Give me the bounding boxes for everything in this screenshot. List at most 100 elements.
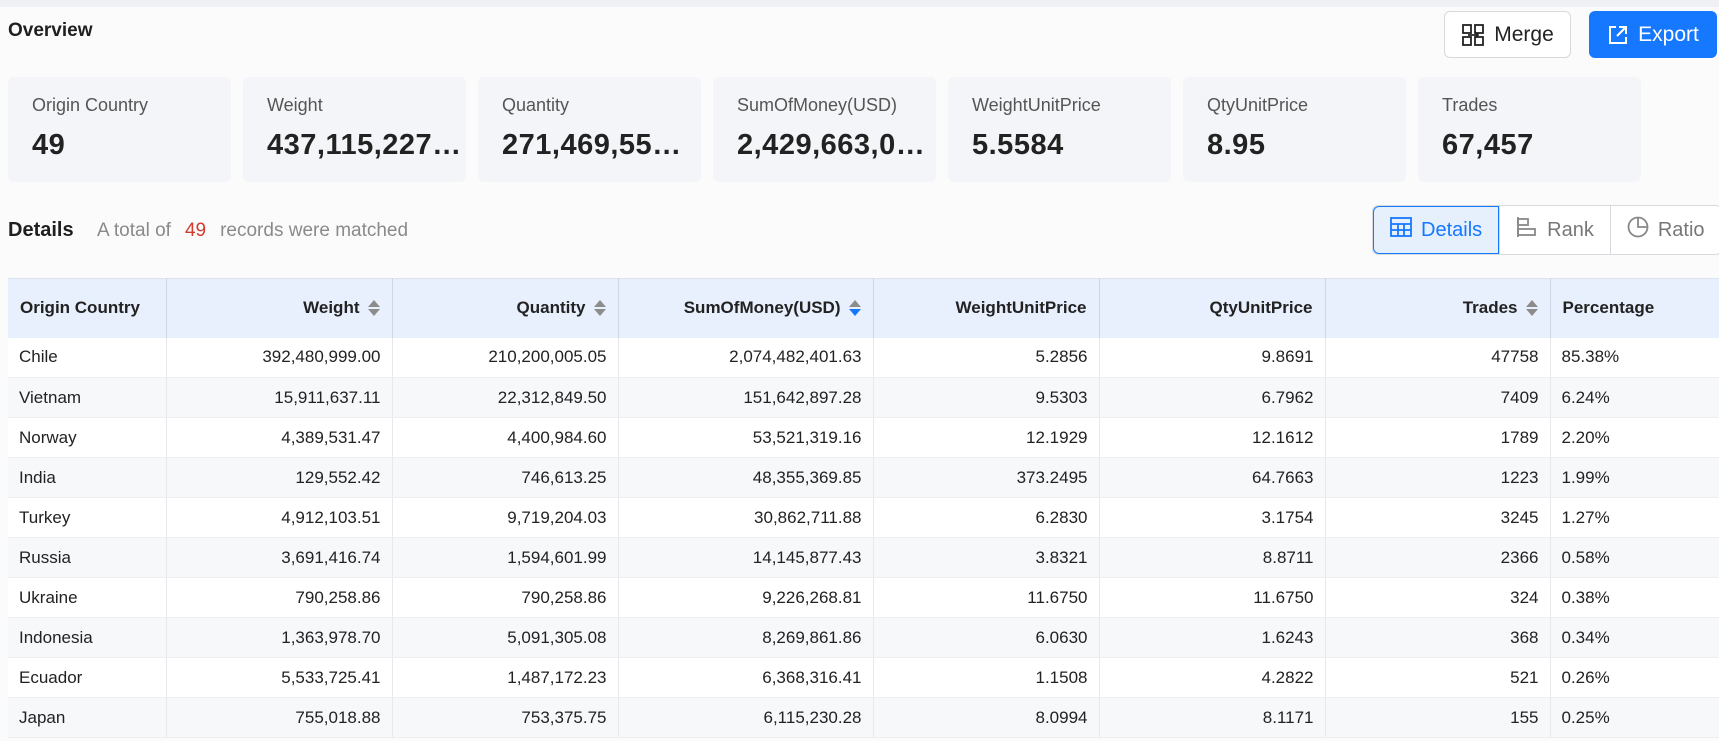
- tab-details[interactable]: Details: [1373, 206, 1500, 254]
- cell-trades: 368: [1325, 617, 1551, 658]
- card-value: 2,429,663,0…: [737, 129, 926, 161]
- table-row[interactable]: Indonesia 1,363,978.70 5,091,305.08 8,269,8…: [8, 617, 1719, 658]
- cell-quantity: 22,312,849.50: [392, 377, 619, 418]
- col-weight[interactable]: Weight: [166, 278, 393, 338]
- summary-prefix: A total of: [97, 220, 171, 241]
- cell-qty-unit-price: 12.1612: [1099, 417, 1326, 458]
- cell-qty-unit-price: 3.1754: [1099, 497, 1326, 538]
- sort-desc-icon[interactable]: [848, 300, 861, 317]
- cell-sum-of-money: 6,368,316.41: [618, 657, 874, 698]
- cell-weight: 15,911,637.11: [166, 377, 393, 418]
- table-row[interactable]: Japan 755,018.88 753,375.75 6,115,230.28 8.0…: [8, 697, 1719, 738]
- card-label: WeightUnitPrice: [972, 95, 1101, 115]
- table-row[interactable]: Norway 4,389,531.47 4,400,984.60 53,521,319…: [8, 417, 1719, 458]
- tab-ratio[interactable]: Ratio: [1609, 206, 1719, 254]
- cell-origin-country: India: [8, 457, 167, 498]
- table-header-row: Origin Country Weight Quantity SumOfMone…: [8, 278, 1719, 338]
- cell-qty-unit-price: 11.6750: [1099, 577, 1326, 618]
- cell-qty-unit-price: 4.2822: [1099, 657, 1326, 698]
- table-row[interactable]: Vietnam 15,911,637.11 22,312,849.50 151,642…: [8, 377, 1719, 418]
- table-row[interactable]: Turkey 4,912,103.51 9,719,204.03 30,862,711…: [8, 497, 1719, 538]
- cell-origin-country: Ecuador: [8, 657, 167, 698]
- cell-sum-of-money: 53,521,319.16: [618, 417, 874, 458]
- card-label: Origin Country: [32, 95, 149, 115]
- cell-weight-unit-price: 3.8321: [873, 537, 1100, 578]
- cell-percentage: 6.24%: [1550, 377, 1719, 418]
- cell-qty-unit-price: 8.8711: [1099, 537, 1326, 578]
- cell-sum-of-money: 30,862,711.88: [618, 497, 874, 538]
- cell-origin-country: Turkey: [8, 497, 167, 538]
- column-label: Trades: [1462, 298, 1518, 318]
- cell-weight: 1,363,978.70: [166, 617, 393, 658]
- cell-weight-unit-price: 373.2495: [873, 457, 1100, 498]
- top-strip: [0, 0, 1719, 7]
- col-weight-unit-price: WeightUnitPrice: [873, 278, 1100, 338]
- cell-percentage: 0.25%: [1550, 697, 1719, 738]
- merge-icon: [1461, 23, 1485, 47]
- export-icon: [1607, 24, 1629, 46]
- cell-sum-of-money: 9,226,268.81: [618, 577, 874, 618]
- table-row[interactable]: Ecuador 5,533,725.41 1,487,172.23 6,368,316…: [8, 657, 1719, 698]
- table-row[interactable]: Russia 3,691,416.74 1,594,601.99 14,145,877…: [8, 537, 1719, 578]
- merge-button[interactable]: Merge: [1444, 11, 1571, 58]
- tab-details-label: Details: [1421, 218, 1483, 241]
- pie-icon: [1627, 216, 1649, 244]
- summary-suffix: records were matched: [220, 220, 409, 241]
- export-button[interactable]: Export: [1589, 11, 1717, 58]
- table-row[interactable]: India 129,552.42 746,613.25 48,355,369.85 37…: [8, 457, 1719, 498]
- cell-weight-unit-price: 9.5303: [873, 377, 1100, 418]
- cell-qty-unit-price: 64.7663: [1099, 457, 1326, 498]
- column-label: WeightUnitPrice: [955, 298, 1087, 318]
- cell-trades: 7409: [1325, 377, 1551, 418]
- sort-icon[interactable]: [593, 300, 606, 317]
- cell-weight: 790,258.86: [166, 577, 393, 618]
- cell-weight-unit-price: 6.2830: [873, 497, 1100, 538]
- card-qty-unit-price: QtyUnitPrice 8.95: [1183, 77, 1406, 182]
- records-summary: A total of 49 records were matched: [97, 220, 408, 242]
- cell-weight: 5,533,725.41: [166, 657, 393, 698]
- card-quantity: Quantity 271,469,557…: [478, 77, 701, 182]
- sort-icon[interactable]: [1525, 300, 1538, 317]
- card-value: 67,457: [1442, 129, 1534, 161]
- cell-percentage: 0.58%: [1550, 537, 1719, 578]
- cell-percentage: 0.38%: [1550, 577, 1719, 618]
- cell-qty-unit-price: 9.8691: [1099, 337, 1326, 378]
- cell-percentage: 1.27%: [1550, 497, 1719, 538]
- cell-qty-unit-price: 6.7962: [1099, 377, 1326, 418]
- card-label: Quantity: [502, 95, 570, 115]
- cell-percentage: 2.20%: [1550, 417, 1719, 458]
- bar-rank-icon: [1516, 216, 1538, 244]
- col-quantity[interactable]: Quantity: [392, 278, 619, 338]
- tab-rank-label: Rank: [1547, 218, 1594, 241]
- table-row[interactable]: Ukraine 790,258.86 790,258.86 9,226,268.81 1…: [8, 577, 1719, 618]
- column-label: Percentage: [1562, 298, 1655, 318]
- card-label: SumOfMoney(USD): [737, 95, 898, 115]
- view-switcher: Details Rank Ratio: [1372, 205, 1719, 255]
- col-qty-unit-price: QtyUnitPrice: [1099, 278, 1326, 338]
- col-trades[interactable]: Trades: [1325, 278, 1551, 338]
- summary-cards: Origin Country 49 Weight 437,115,227… Qu…: [8, 77, 1641, 182]
- cell-trades: 1789: [1325, 417, 1551, 458]
- cell-percentage: 1.99%: [1550, 457, 1719, 498]
- cell-trades: 521: [1325, 657, 1551, 698]
- cell-origin-country: Vietnam: [8, 377, 167, 418]
- cell-quantity: 9,719,204.03: [392, 497, 619, 538]
- table-icon: [1390, 217, 1412, 243]
- sort-icon[interactable]: [367, 300, 380, 317]
- tab-rank[interactable]: Rank: [1499, 206, 1610, 254]
- cell-weight-unit-price: 8.0994: [873, 697, 1100, 738]
- tab-ratio-label: Ratio: [1657, 218, 1705, 241]
- card-label: Weight: [267, 95, 323, 115]
- cell-sum-of-money: 48,355,369.85: [618, 457, 874, 498]
- cell-quantity: 753,375.75: [392, 697, 619, 738]
- cell-origin-country: Chile: [8, 337, 167, 378]
- cell-weight-unit-price: 6.0630: [873, 617, 1100, 658]
- table-row[interactable]: Chile 392,480,999.00 210,200,005.05 2,074,4…: [8, 337, 1719, 378]
- export-label: Export: [1638, 22, 1699, 46]
- cell-origin-country: Japan: [8, 697, 167, 738]
- cell-percentage: 0.34%: [1550, 617, 1719, 658]
- cell-trades: 155: [1325, 697, 1551, 738]
- col-sum-of-money[interactable]: SumOfMoney(USD): [618, 278, 874, 338]
- cell-origin-country: Indonesia: [8, 617, 167, 658]
- cell-trades: 3245: [1325, 497, 1551, 538]
